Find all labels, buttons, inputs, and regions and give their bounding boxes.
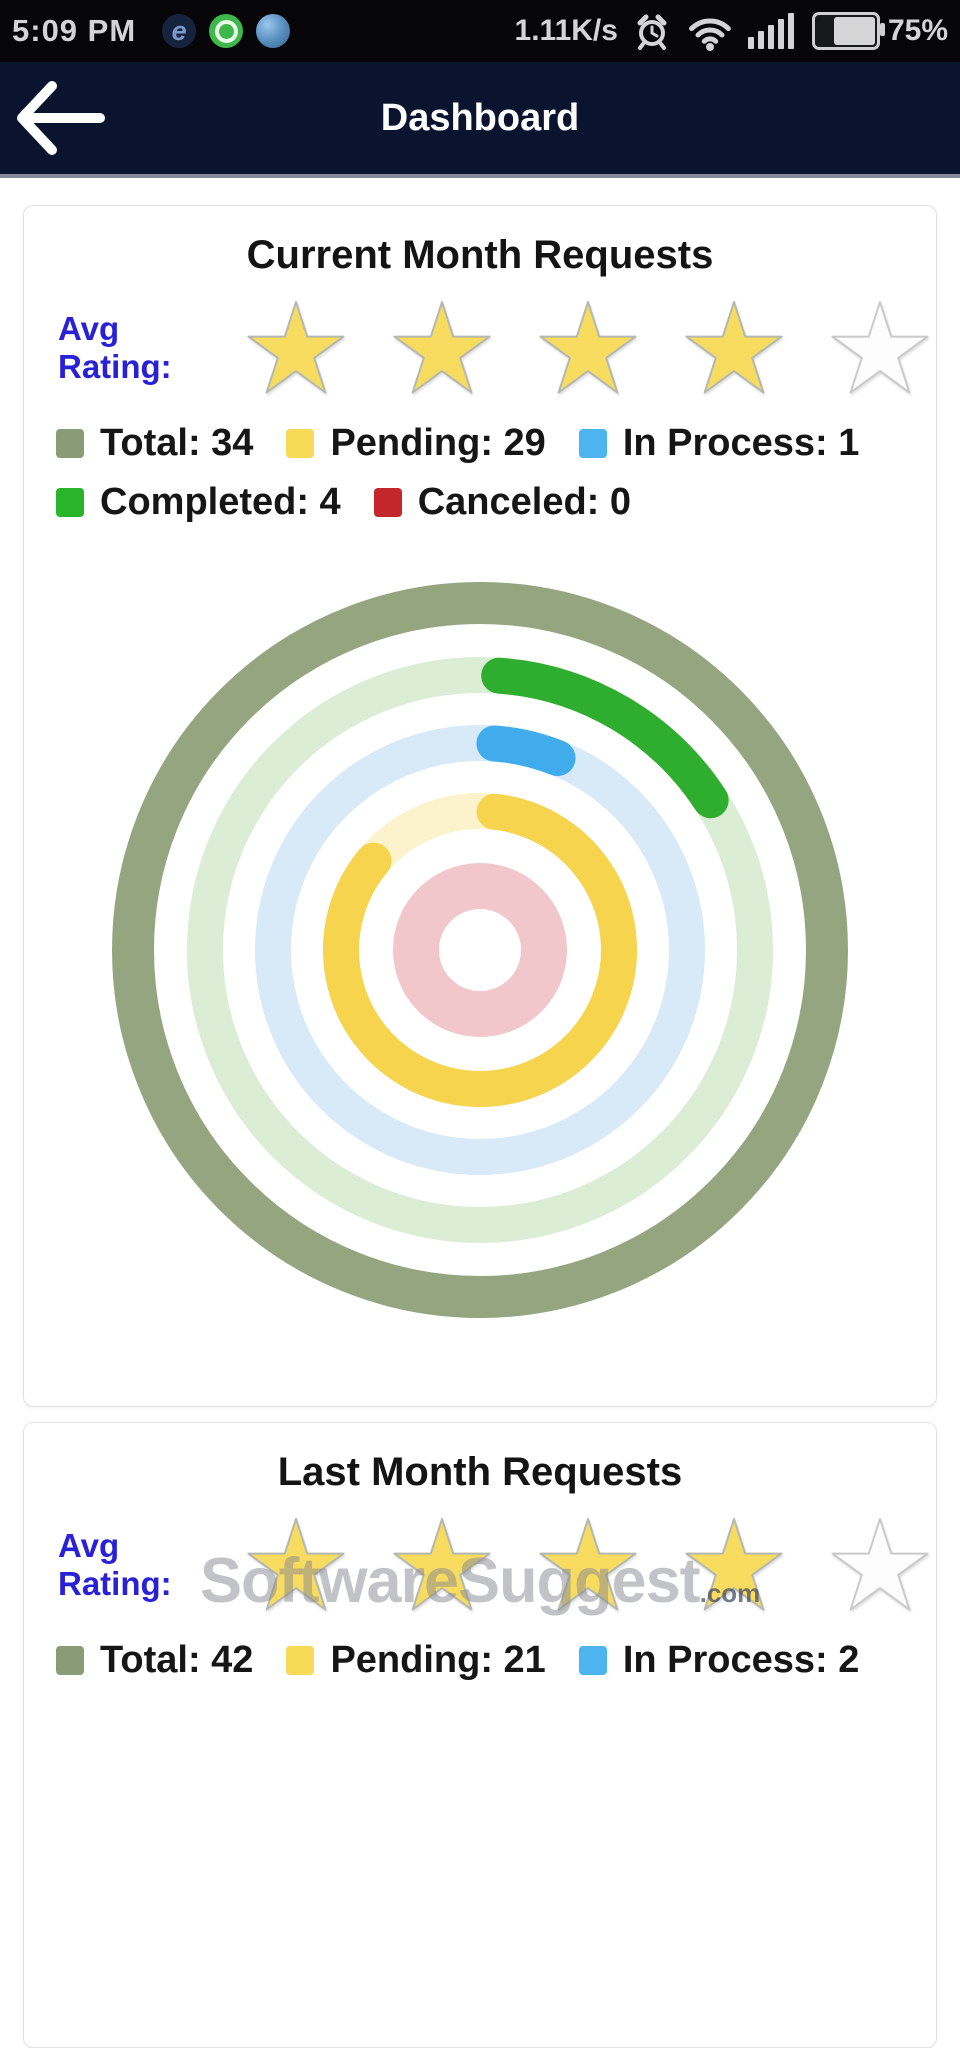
legend-row: Completed: 4 Canceled: 0 xyxy=(56,481,936,524)
legend-label: In Process: 1 xyxy=(622,422,860,464)
legend-label: In Process: 2 xyxy=(622,1639,860,1681)
legend-item: Completed: 4 xyxy=(56,481,341,524)
legend-item: Total: 42 xyxy=(56,1639,253,1682)
requests-ring-chart xyxy=(112,582,848,1318)
legend-swatch xyxy=(286,429,315,458)
star-empty-icon xyxy=(831,1518,929,1611)
legend-item: Canceled: 0 xyxy=(373,481,632,524)
legend-row: Total: 42 Pending: 21 In Process: 2 xyxy=(56,1639,936,1682)
network-speed: 1.11K/s xyxy=(514,14,618,47)
star-filled-icon xyxy=(539,301,637,394)
alarm-clock-icon xyxy=(637,14,667,50)
legend-swatch xyxy=(286,1646,315,1675)
main-content: Current Month Requests Avg Rating: Total… xyxy=(0,205,960,2048)
legend-swatch xyxy=(56,488,84,517)
star-filled-icon xyxy=(685,1518,783,1611)
legend-row: Total: 34 Pending: 29 In Process: 1 xyxy=(56,422,936,465)
star-rating xyxy=(246,300,930,396)
status-time: 5:09 PM xyxy=(12,13,137,48)
e-app-icon: e xyxy=(162,14,197,48)
legend-label: Pending: 21 xyxy=(330,1639,546,1681)
legend-swatch xyxy=(56,429,84,458)
star-filled-icon xyxy=(393,301,491,394)
legend-item: Total: 34 xyxy=(56,422,253,465)
page-title: Dashboard xyxy=(380,96,580,139)
status-bar-left: 5:09 PM e xyxy=(12,13,303,49)
nav-bar: Dashboard xyxy=(0,62,960,178)
card-title-last-month: Last Month Requests xyxy=(277,1450,683,1494)
chart-container xyxy=(24,580,936,1406)
current-month-card: Current Month Requests Avg Rating: Total… xyxy=(23,205,937,1407)
legend-item: In Process: 2 xyxy=(578,1639,860,1682)
star-filled-icon xyxy=(247,301,345,394)
legend-swatch xyxy=(373,488,402,517)
star-filled-icon xyxy=(685,301,783,394)
avg-rating-label-last: Avg Rating: xyxy=(58,1527,172,1602)
legend-item: In Process: 1 xyxy=(578,422,860,465)
wifi-icon xyxy=(689,18,731,51)
status-bar-right: 1.11K/s 75% xyxy=(515,11,948,51)
back-button[interactable] xyxy=(12,76,108,160)
signal-strength-icon xyxy=(747,13,798,49)
ring-track-total xyxy=(112,582,848,1318)
star-empty-icon xyxy=(831,301,929,394)
avg-rating-label: Avg Rating: xyxy=(58,310,172,385)
last-month-card: Last Month Requests Avg Rating: Software… xyxy=(23,1422,937,2048)
requests-legend-last: Total: 42 Pending: 21 In Process: 2 xyxy=(24,1639,936,1682)
requests-legend: Total: 34 Pending: 29 In Process: 1 Complet… xyxy=(24,422,936,524)
ring-arc-pending xyxy=(323,793,637,1107)
ring-track-completed xyxy=(187,657,773,1243)
legend-swatch xyxy=(56,1646,84,1675)
avg-rating-row: Avg Rating: xyxy=(24,292,936,404)
ring-arc-completed xyxy=(481,657,729,819)
battery-icon xyxy=(811,12,885,50)
arrow-left-icon xyxy=(17,81,105,155)
legend-label: Pending: 29 xyxy=(330,422,546,464)
legend-label: Total: 42 xyxy=(100,1639,254,1681)
battery-fill xyxy=(833,17,875,45)
avg-rating-row-last: Avg Rating: SoftwareSuggest.com xyxy=(24,1509,936,1621)
legend-item: Pending: 21 xyxy=(286,1639,546,1682)
ring-arc-in-process xyxy=(476,725,576,777)
legend-item: Pending: 29 xyxy=(286,422,546,465)
star-filled-icon xyxy=(539,1518,637,1611)
legend-label: Total: 34 xyxy=(100,422,254,464)
globe-browser-icon xyxy=(256,14,291,48)
star-rating-last xyxy=(246,1517,930,1613)
legend-label: Completed: 4 xyxy=(100,481,341,523)
star-filled-icon xyxy=(393,1518,491,1611)
whatsapp-icon xyxy=(209,14,244,48)
legend-swatch xyxy=(578,1646,607,1675)
legend-swatch xyxy=(578,429,607,458)
status-bar: 5:09 PM e 1.11K/s 75% xyxy=(0,0,960,62)
card-title-current-month: Current Month Requests xyxy=(246,233,714,277)
ring-track-canceled xyxy=(393,863,567,1037)
legend-label: Canceled: 0 xyxy=(417,481,632,523)
star-filled-icon xyxy=(247,1518,345,1611)
battery-percent: 75% xyxy=(887,14,948,47)
